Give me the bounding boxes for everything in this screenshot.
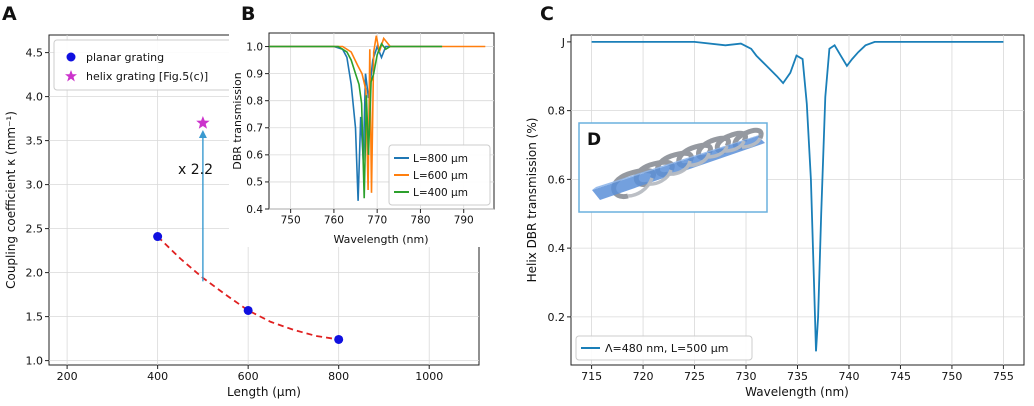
- dbr-transmission-line-2: [269, 42, 443, 199]
- panel-label-c: C: [540, 3, 554, 25]
- panel-c-legend: Λ=480 nm, L=500 μm: [575, 335, 753, 361]
- panel-d-inset: D: [578, 122, 768, 213]
- panel-label-a: A: [2, 3, 17, 25]
- dbr-transmission-line-1: [269, 35, 486, 193]
- panel-c-xtick-label: 715: [581, 370, 602, 383]
- planar-grating-point: [243, 305, 253, 315]
- panel-c-xtick-label: 740: [838, 370, 859, 383]
- panel-b-xtick-label: 780: [410, 215, 430, 227]
- panel-b-ytick-label: 0.6: [246, 150, 263, 162]
- panel-c-xtick-label: 735: [787, 370, 808, 383]
- panel-b-ytick-label: 0.4: [246, 204, 263, 216]
- arrow-head: [198, 130, 207, 139]
- helix-illustration: [592, 127, 765, 200]
- panel-a-ytick-label: 2.5: [26, 223, 44, 236]
- panel-c-xtick-label: 755: [993, 370, 1014, 383]
- panel-c-xtick-label: 720: [633, 370, 654, 383]
- panel-a-ytick-label: 4.5: [26, 47, 44, 60]
- panel-a-ytick-label: 3.5: [26, 135, 44, 148]
- helix-grating-point: [196, 116, 210, 129]
- panel-b-xtick-label: 760: [324, 215, 344, 227]
- panel-b-ytick-label: 0.8: [246, 95, 263, 107]
- panel-c-ytick-label: 0.2: [548, 311, 566, 324]
- panel-b-chart: 750 760 770 780 790 0.4 0.5 0.6 0.7 0.8 0.9 1.0 Wav…: [229, 27, 501, 247]
- panel-a-ytick-label: 3.0: [26, 179, 44, 192]
- legend-label-600: L=600 μm: [413, 170, 468, 182]
- panel-b-ytick-label: 1.0: [246, 41, 263, 53]
- panel-a-xtick-label: 800: [328, 370, 349, 383]
- panel-c-ytick-label: 0.4: [548, 242, 566, 255]
- panel-a-xtick-label: 200: [57, 370, 78, 383]
- panel-b-ytick-label: 0.7: [246, 123, 263, 135]
- panel-c-ylabel: Helix DBR transmission (%): [525, 118, 539, 283]
- legend-marker-planar: [66, 52, 76, 62]
- panel-a-ytick-label: 1.5: [26, 311, 44, 324]
- panel-label-d: D: [587, 130, 601, 150]
- panel-c-xlabel: Wavelength (nm): [745, 385, 849, 399]
- panel-b-ylabel: DBR transmission: [231, 72, 244, 169]
- helix-dbr-transmission-line: [591, 41, 1004, 352]
- legend-label-400: L=400 μm: [413, 187, 468, 199]
- panel-c-ytick-label: 0.8: [548, 105, 566, 118]
- panel-a-ytick-label: 1.0: [26, 355, 44, 368]
- panel-c-chart: 715 720 725 730 735 740 745 750 755 0.2 0.4 0.6 0.8 J…: [525, 34, 1025, 399]
- panel-b-legend: L=800 μm L=600 μm L=400 μm: [388, 144, 491, 206]
- panel-b-xlabel: Wavelength (nm): [333, 233, 428, 246]
- panel-c-xtick-label: 745: [890, 370, 911, 383]
- panel-a-ylabel: Coupling coefficient κ (mm⁻¹): [4, 111, 18, 289]
- legend-label-800: L=800 μm: [413, 153, 468, 165]
- planar-grating-point: [153, 232, 163, 242]
- panel-c-xtick-label: 750: [941, 370, 962, 383]
- panel-a-legend: planar grating helix grating [Fig.5(c)]: [53, 39, 241, 91]
- panel-a-xlabel: Length (μm): [227, 385, 301, 399]
- panel-c-ytick-top-label: J: [561, 36, 565, 49]
- panel-a-ytick-label: 4.0: [26, 91, 44, 104]
- legend-marker-helix: [65, 70, 77, 82]
- panel-b-ytick-label: 0.9: [246, 68, 263, 80]
- panel-c-xtick-label: 725: [684, 370, 705, 383]
- panel-a-xtick-label: 600: [238, 370, 259, 383]
- panel-b-xtick-label: 770: [367, 215, 387, 227]
- panel-a-ytick-label: 2.0: [26, 267, 44, 280]
- panel-b-ytick-label: 0.5: [246, 177, 263, 189]
- legend-label-planar: planar grating: [86, 51, 164, 64]
- fit-curve: [157, 235, 339, 341]
- panel-c-xtick-label: 730: [736, 370, 757, 383]
- panel-label-b: B: [241, 3, 255, 25]
- panel-a-xtick-label: 400: [147, 370, 168, 383]
- legend-label-helix-dbr: Λ=480 nm, L=500 μm: [605, 342, 728, 355]
- panel-b-xtick-label: 750: [281, 215, 301, 227]
- panel-b-xtick-label: 790: [454, 215, 474, 227]
- panel-c-ytick-label: 0.6: [548, 173, 566, 186]
- planar-grating-point: [334, 334, 344, 344]
- legend-label-helix: helix grating [Fig.5(c)]: [86, 70, 208, 83]
- panel-a-xtick-label: 1000: [415, 370, 443, 383]
- panel-a-annotation: x 2.2: [178, 162, 213, 178]
